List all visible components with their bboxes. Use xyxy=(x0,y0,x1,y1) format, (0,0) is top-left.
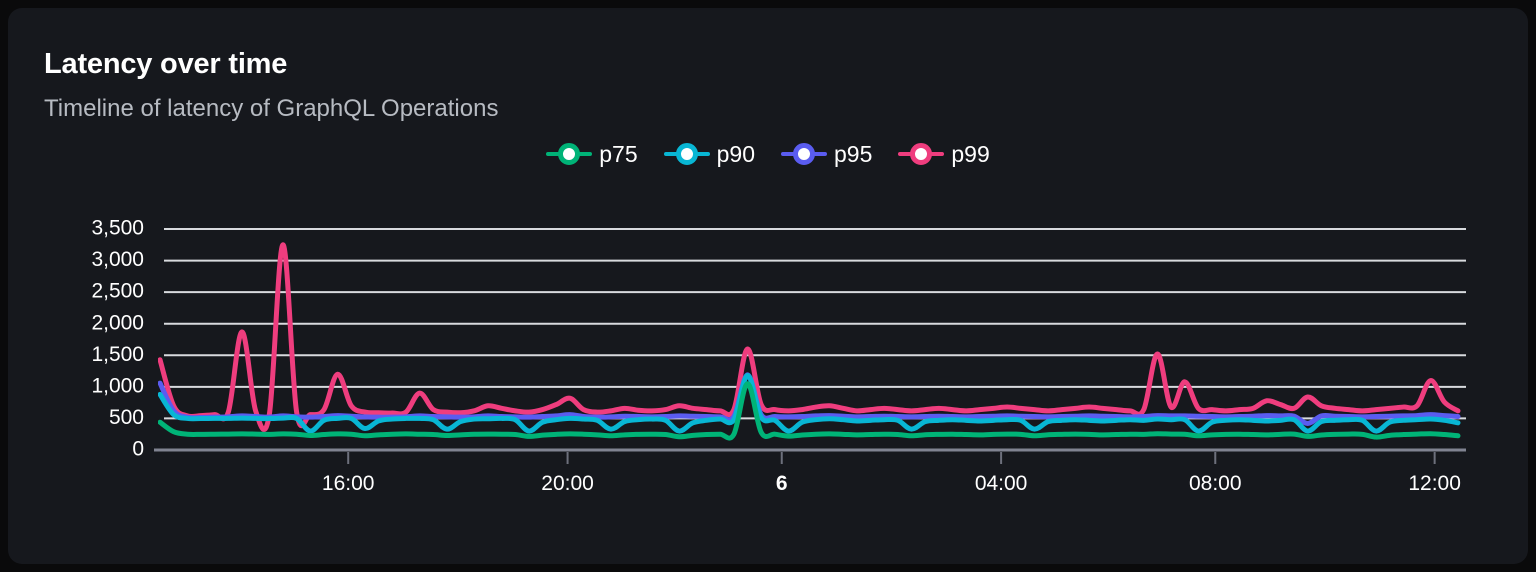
legend-label: p99 xyxy=(951,140,990,167)
x-axis-tick-label: 08:00 xyxy=(1189,472,1242,495)
legend-item-p90[interactable]: p90 xyxy=(663,140,755,167)
series-group xyxy=(158,242,1461,441)
x-axis-tick-label: 6 xyxy=(776,472,788,495)
y-axis-tick-label: 2,500 xyxy=(91,280,144,303)
legend-dot-icon xyxy=(663,141,710,167)
legend-marker-dot xyxy=(910,143,933,165)
legend-label: p95 xyxy=(834,140,873,167)
y-axis-tick-label: 500 xyxy=(109,406,144,429)
legend-dot-icon xyxy=(898,141,945,167)
legend-marker-dot xyxy=(558,143,581,165)
legend-label: p90 xyxy=(716,140,755,167)
y-axis-tick-label: 1,000 xyxy=(91,374,144,397)
legend-item-p95[interactable]: p95 xyxy=(781,141,872,167)
legend-dot-icon xyxy=(781,141,827,167)
series-line-p95 xyxy=(158,372,1461,426)
chart-legend: p75 p90 p95 p99 xyxy=(8,141,1528,167)
legend-item-p99[interactable]: p99 xyxy=(898,140,990,167)
y-axis-tick-label: 2,000 xyxy=(91,311,144,334)
series-line-p75 xyxy=(158,381,1461,441)
legend-label: p75 xyxy=(599,140,638,167)
latency-chart-card: Latency over time Timeline of latency of… xyxy=(8,8,1528,564)
chart-subtitle: Timeline of latency of GraphQL Operation… xyxy=(44,95,499,122)
page-title: Latency over time xyxy=(44,48,288,80)
x-axis-tick-label: 20:00 xyxy=(541,472,594,495)
y-axis-tick-label: 3,500 xyxy=(91,217,144,240)
y-axis-tick-label: 1,500 xyxy=(91,343,144,366)
legend-marker-dot xyxy=(793,143,815,165)
x-axis-tick-label: 16:00 xyxy=(322,472,375,495)
series-line-p99 xyxy=(158,242,1461,433)
y-axis-tick-label: 0 xyxy=(132,438,144,461)
y-axis-tick-label: 3,000 xyxy=(91,248,144,271)
latency-line-chart: 0 500 1,000 1,500 2,000 2,500 3,000 3,500 16:00 2… xyxy=(91,217,1466,495)
plot-area: 0 500 1,000 1,500 2,000 2,500 3,000 3,500 16:00 2… xyxy=(8,8,1528,564)
legend-item-p75[interactable]: p75 xyxy=(546,140,638,167)
x-axis-tick-label: 04:00 xyxy=(975,472,1028,495)
series-line-p90 xyxy=(158,372,1461,434)
legend-marker-dot xyxy=(675,143,698,165)
x-axis-tick-label: 12:00 xyxy=(1408,472,1461,495)
legend-dot-icon xyxy=(546,141,593,167)
